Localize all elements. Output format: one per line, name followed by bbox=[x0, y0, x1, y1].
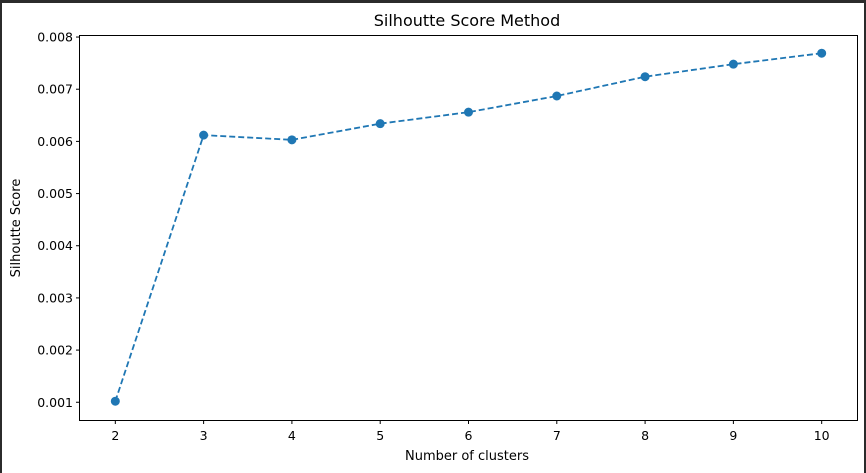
x-tick-label: 8 bbox=[641, 428, 649, 443]
y-tick-label: 0.008 bbox=[37, 30, 73, 45]
y-axis-ticks: 0.001 0.002 0.003 0.004 0.005 0.006 0.007 0.008 bbox=[37, 30, 80, 410]
data-point bbox=[640, 72, 650, 82]
y-axis-label: Silhoutte Score bbox=[9, 179, 24, 278]
plot-area-frame bbox=[79, 35, 858, 421]
x-tick-label: 2 bbox=[111, 428, 119, 443]
data-point bbox=[287, 135, 297, 145]
x-tick-label: 5 bbox=[376, 428, 384, 443]
x-tick-label: 3 bbox=[200, 428, 208, 443]
series-line bbox=[114, 52, 822, 402]
data-point bbox=[375, 119, 385, 129]
data-point bbox=[464, 107, 473, 117]
data-point bbox=[728, 59, 738, 69]
x-axis-ticks: 2 3 4 5 6 7 8 9 10 bbox=[111, 420, 830, 443]
y-tick-label: 0.001 bbox=[37, 395, 73, 410]
x-tick-label: 4 bbox=[288, 428, 296, 443]
x-tick-label: 10 bbox=[814, 428, 830, 443]
chart-title: Silhoutte Score Method bbox=[374, 11, 561, 30]
chart-figure: Silhoutte Score Method 0.001 0.002 0.003 0.… bbox=[2, 3, 864, 473]
y-tick-label: 0.005 bbox=[37, 186, 73, 201]
y-tick-label: 0.006 bbox=[37, 134, 73, 149]
y-tick-label: 0.004 bbox=[37, 238, 73, 253]
y-tick-label: 0.003 bbox=[37, 290, 73, 305]
line-chart: Silhoutte Score Method 0.0010.0020.0030.… bbox=[9, 11, 858, 464]
data-point bbox=[199, 130, 209, 140]
y-tick-label: 0.007 bbox=[37, 82, 73, 97]
x-tick-label: 9 bbox=[729, 428, 737, 443]
data-point bbox=[817, 48, 827, 58]
series-layer bbox=[110, 48, 827, 406]
x-axis-label: Number of clusters bbox=[405, 449, 529, 464]
data-point bbox=[552, 91, 562, 101]
data-point bbox=[110, 396, 120, 406]
x-tick-label: 6 bbox=[465, 428, 473, 443]
y-tick-label: 0.002 bbox=[37, 343, 73, 358]
x-tick-label: 7 bbox=[553, 428, 561, 443]
